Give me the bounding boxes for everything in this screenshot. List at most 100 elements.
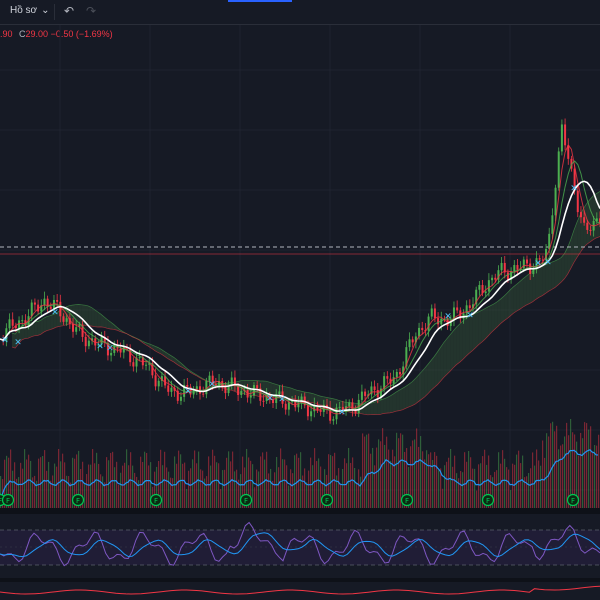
candle-body xyxy=(5,328,8,342)
volume-bar xyxy=(402,434,404,508)
candle-body xyxy=(484,291,487,294)
volume-bar xyxy=(52,475,54,508)
candle-body xyxy=(59,301,62,317)
volume-bar xyxy=(278,467,280,508)
volume-bar xyxy=(518,450,520,508)
event-marker[interactable]: F xyxy=(239,493,253,507)
candle-body xyxy=(40,305,43,312)
volume-bar xyxy=(380,441,382,508)
volume-bar xyxy=(36,480,38,508)
candle-body xyxy=(262,400,265,402)
event-marker[interactable]: F xyxy=(400,493,414,507)
volume-bar xyxy=(32,477,34,508)
event-marker-label: F xyxy=(6,497,10,505)
volume-bar xyxy=(338,468,340,508)
cross-markers: ✕ ✕✕✕ ✕✕✕✕ ✕✕✕ ✕✕ ✕✕ xyxy=(1,184,578,418)
candle-body xyxy=(132,362,135,367)
volume-bar xyxy=(442,488,444,508)
volume-bar xyxy=(560,445,562,508)
event-marker[interactable]: F xyxy=(320,493,334,507)
candle-body xyxy=(411,339,414,343)
candle-body xyxy=(538,258,541,260)
volume-bar xyxy=(54,463,56,508)
volume-bar xyxy=(104,482,106,508)
volume-bar xyxy=(154,471,156,508)
volume-bar xyxy=(28,454,30,508)
volume-bar xyxy=(350,462,352,508)
candle-body xyxy=(325,404,328,408)
volume-bar xyxy=(212,449,214,508)
candle-body xyxy=(52,299,55,309)
candle-body xyxy=(475,289,478,305)
candle-body xyxy=(532,269,535,274)
ma-line-green xyxy=(0,160,600,413)
candle-body xyxy=(354,410,357,414)
volume-bar xyxy=(148,465,150,508)
volume-bar xyxy=(160,449,162,508)
volume-bar xyxy=(186,488,188,508)
chart-canvas[interactable]: ✕✕✕✕✕✕✕✕✕✕✕✕✕✕✕ FFFFFFFFF xyxy=(0,25,600,600)
volume-bar xyxy=(592,451,594,508)
volume-bar xyxy=(150,462,152,508)
volume-bar xyxy=(416,428,418,508)
volume-bar xyxy=(196,463,198,508)
volume-bar xyxy=(456,473,458,508)
candle-body xyxy=(551,215,554,234)
volume-bar xyxy=(92,449,94,508)
chevron-down-icon: ⌄ xyxy=(41,5,50,16)
candle-body xyxy=(468,305,471,308)
cross-marker: ✕ xyxy=(106,344,114,354)
volume-bar xyxy=(440,468,442,508)
volume-bar xyxy=(128,465,130,508)
volume-bar xyxy=(106,457,108,508)
redo-icon[interactable]: ↷ xyxy=(86,4,97,18)
volume-bar xyxy=(162,465,164,508)
volume-bar xyxy=(308,470,310,508)
cross-marker: ✕ xyxy=(266,394,274,404)
volume-bar xyxy=(586,423,588,508)
volume-bar xyxy=(294,455,296,508)
candle-body xyxy=(240,391,243,396)
event-marker[interactable]: F xyxy=(481,493,495,507)
candle-body xyxy=(265,395,268,401)
cross-marker: ✕ xyxy=(51,308,59,318)
candle-body xyxy=(179,396,182,401)
volume-bar xyxy=(540,465,542,508)
volume-bar xyxy=(480,463,482,508)
candle-body xyxy=(211,375,214,384)
volume-bar xyxy=(410,446,412,508)
volume-bar xyxy=(598,434,600,508)
candle-body xyxy=(62,316,65,322)
candle-body xyxy=(503,262,506,273)
volume-bar xyxy=(40,457,42,508)
volume-bar xyxy=(246,448,248,508)
event-marker[interactable]: F xyxy=(71,493,85,507)
volume-bar xyxy=(310,457,312,508)
volume-bar xyxy=(208,456,210,508)
event-marker[interactable]: F xyxy=(566,493,580,507)
volume-bar xyxy=(206,476,208,508)
volume-bar xyxy=(190,468,192,508)
volume-bar xyxy=(514,464,516,508)
candle-body xyxy=(373,386,376,391)
cross-marker: ✕ xyxy=(96,342,104,352)
candle-body xyxy=(287,402,290,410)
candle-body xyxy=(576,190,579,213)
profile-dropdown[interactable]: Hồ sơ ⌄ xyxy=(10,5,50,16)
candle-body xyxy=(170,387,173,392)
volume-bar xyxy=(316,461,318,508)
volume-bar xyxy=(174,456,176,508)
volume-bar xyxy=(82,461,84,508)
legend-open-fragment: .90 xyxy=(0,29,13,39)
candle-body xyxy=(300,396,303,404)
event-marker[interactable]: F xyxy=(1,493,15,507)
legend-change-pct: (−1.69%) xyxy=(75,29,113,39)
volume-bar xyxy=(488,455,490,508)
event-marker[interactable]: F xyxy=(149,493,163,507)
undo-icon[interactable]: ↶ xyxy=(64,4,75,18)
volume-bar xyxy=(22,468,24,508)
volume-bar xyxy=(548,436,550,508)
volume-bar xyxy=(280,448,282,508)
cross-marker: ✕ xyxy=(208,380,216,390)
volume-bar xyxy=(210,465,212,508)
